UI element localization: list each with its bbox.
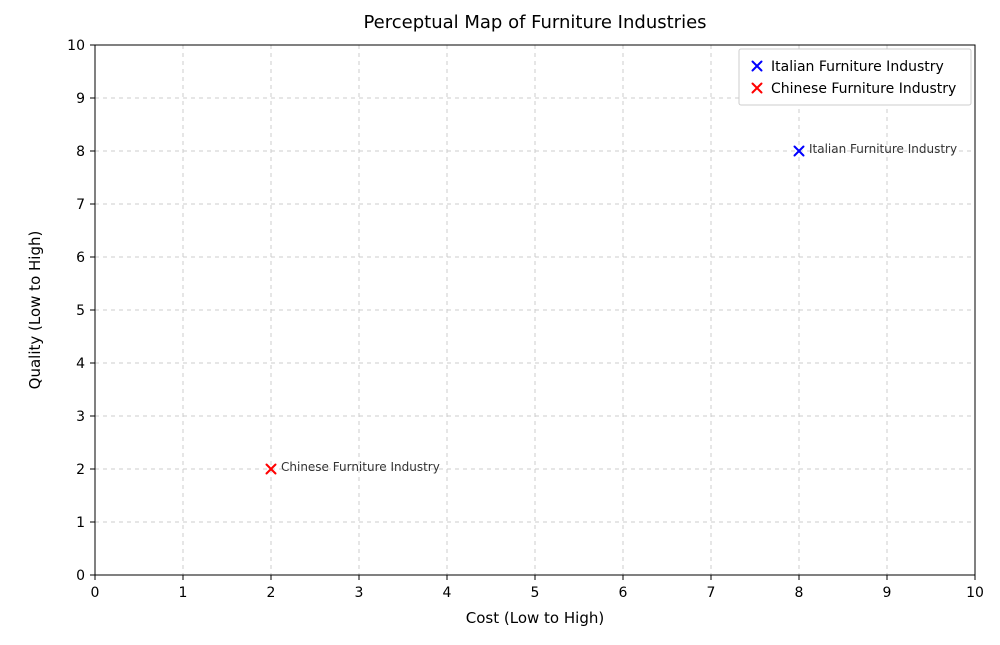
svg-text:4: 4 xyxy=(443,585,452,601)
svg-text:1: 1 xyxy=(179,585,188,601)
svg-text:7: 7 xyxy=(707,585,716,601)
svg-text:3: 3 xyxy=(355,585,364,601)
series-1: Chinese Furniture Industry xyxy=(267,460,440,474)
svg-text:7: 7 xyxy=(76,197,85,213)
series-0: Italian Furniture Industry xyxy=(795,142,958,156)
svg-text:3: 3 xyxy=(76,409,85,425)
svg-text:8: 8 xyxy=(795,585,804,601)
svg-text:4: 4 xyxy=(76,356,85,372)
svg-text:0: 0 xyxy=(91,585,100,601)
svg-text:8: 8 xyxy=(76,144,85,160)
y-axis-label: Quality (Low to High) xyxy=(26,231,44,390)
svg-text:10: 10 xyxy=(67,38,85,54)
svg-text:2: 2 xyxy=(76,462,85,478)
svg-text:5: 5 xyxy=(531,585,540,601)
svg-text:6: 6 xyxy=(619,585,628,601)
svg-text:5: 5 xyxy=(76,303,85,319)
legend-label: Italian Furniture Industry xyxy=(771,59,944,75)
legend: Italian Furniture Industry Chinese Furnit… xyxy=(739,49,971,105)
svg-text:6: 6 xyxy=(76,250,85,266)
x-axis-label: Cost (Low to High) xyxy=(466,609,604,627)
svg-text:9: 9 xyxy=(76,91,85,107)
legend-label: Chinese Furniture Industry xyxy=(771,81,956,97)
chart-title: Perceptual Map of Furniture Industries xyxy=(363,12,706,33)
svg-text:2: 2 xyxy=(267,585,276,601)
scatter-chart: 0 1 2 3 4 5 6 7 8 9 10 0 1 2 3 4 5 6 7 8 9 10 Cost (Low to Hig… xyxy=(0,0,1000,645)
chart-container: 0 1 2 3 4 5 6 7 8 9 10 0 1 2 3 4 5 6 7 8 9 10 Cost (Low to Hig… xyxy=(0,0,1000,645)
svg-text:9: 9 xyxy=(883,585,892,601)
svg-text:0: 0 xyxy=(76,568,85,584)
point-label: Chinese Furniture Industry xyxy=(281,460,440,474)
svg-text:10: 10 xyxy=(966,585,984,601)
svg-text:1: 1 xyxy=(76,515,85,531)
point-label: Italian Furniture Industry xyxy=(809,142,957,156)
